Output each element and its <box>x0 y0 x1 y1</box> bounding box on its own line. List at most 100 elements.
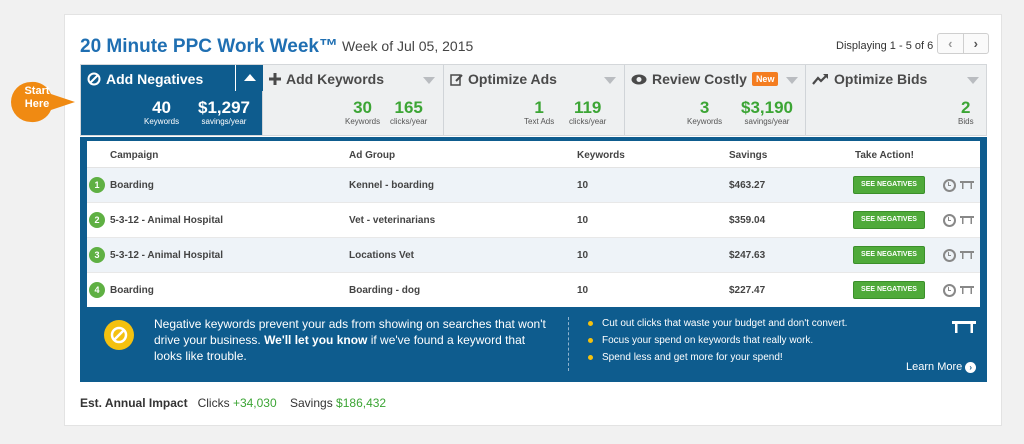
bench-icon <box>952 321 976 333</box>
edit-icon <box>450 73 463 86</box>
arrow-right-icon: › <box>965 362 977 373</box>
bench-icon[interactable] <box>960 216 974 224</box>
tab-label: Add Negatives <box>106 71 204 87</box>
chevron-up-icon <box>244 74 256 81</box>
savings-cell: $463.27 <box>729 180 766 191</box>
rank-badge: 1 <box>89 177 105 193</box>
bench-icon[interactable] <box>960 286 974 294</box>
stat-label: Keywords <box>345 117 381 126</box>
stat-value: 30 <box>353 98 373 117</box>
ad-group-cell: Locations Vet <box>349 250 415 261</box>
keywords-cell: 10 <box>577 215 589 226</box>
see-negatives-button[interactable]: SEE NEGATIVES <box>853 211 925 229</box>
chevron-down-icon[interactable] <box>967 77 979 84</box>
stat-value: $3,190 <box>741 98 793 117</box>
stat-value: 1 <box>534 98 544 117</box>
column-header: Take Action! <box>855 150 914 161</box>
tab-add-negatives[interactable]: Add Negatives 40 Keywords $1,297 savings… <box>81 65 263 135</box>
rank-badge: 4 <box>89 282 105 298</box>
chevron-down-icon[interactable] <box>604 77 616 84</box>
table-row: 4 Boarding Boarding - dog 10 $227.47 SEE… <box>87 273 980 308</box>
table-row: 2 5-3-12 - Animal Hospital Vet - veterin… <box>87 203 980 238</box>
clicks-label: Clicks <box>197 396 230 410</box>
bench-icon[interactable] <box>960 251 974 259</box>
tab-optimize-bids[interactable]: Optimize Bids 2 Bids <box>806 65 987 135</box>
negatives-table: Campaign Ad Group Keywords Savings Take … <box>87 141 980 308</box>
table-row: 1 Boarding Kennel - boarding 10 $463.27 … <box>87 168 980 203</box>
stat-value: $1,297 <box>198 98 250 117</box>
campaign-cell: Boarding <box>110 285 154 296</box>
savings-label: Savings <box>290 396 333 410</box>
tab-label: Add Keywords <box>286 71 385 87</box>
new-badge: New <box>751 72 779 86</box>
tab-label: Optimize Bids <box>834 71 928 87</box>
keywords-cell: 10 <box>577 285 589 296</box>
stat-label: savings/year <box>744 117 790 126</box>
page-title: 20 Minute PPC Work Week™ <box>80 36 338 57</box>
annual-impact: Est. Annual Impact Clicks +34,030 Saving… <box>80 396 386 410</box>
chevron-down-icon[interactable] <box>786 77 798 84</box>
see-negatives-button[interactable]: SEE NEGATIVES <box>853 281 925 299</box>
divider <box>568 317 569 371</box>
collapse-button[interactable] <box>235 65 263 91</box>
impact-label: Est. Annual Impact <box>80 396 188 410</box>
rank-badge: 2 <box>89 212 105 228</box>
tab-optimize-ads[interactable]: Optimize Ads 1 Text Ads 119 clicks/year <box>444 65 625 135</box>
pager: ‹ › <box>937 33 989 54</box>
negatives-panel: Campaign Ad Group Keywords Savings Take … <box>80 137 987 308</box>
table-header: Campaign Ad Group Keywords Savings Take … <box>87 141 980 168</box>
keywords-cell: 10 <box>577 250 589 261</box>
see-negatives-button[interactable]: SEE NEGATIVES <box>853 246 925 264</box>
clock-icon[interactable] <box>943 284 956 297</box>
keywords-cell: 10 <box>577 180 589 191</box>
ad-group-cell: Kennel - boarding <box>349 180 434 191</box>
task-tabs: Add Negatives 40 Keywords $1,297 savings… <box>80 64 987 136</box>
stat-label: clicks/year <box>390 117 428 126</box>
clock-icon[interactable] <box>943 214 956 227</box>
trend-icon <box>812 73 829 85</box>
savings-cell: $247.63 <box>729 250 766 261</box>
stat-value: 165 <box>394 98 423 117</box>
plus-icon <box>269 73 281 85</box>
pagination-status: Displaying 1 - 5 of 6 <box>836 40 934 52</box>
start-here-callout <box>11 81 75 123</box>
next-page-button[interactable]: › <box>973 36 978 51</box>
table-row: 3 5-3-12 - Animal Hospital Locations Vet… <box>87 238 980 273</box>
bench-icon[interactable] <box>960 181 974 189</box>
eye-icon <box>631 74 647 85</box>
info-panel: Negative keywords prevent your ads from … <box>80 307 987 382</box>
clock-icon[interactable] <box>943 249 956 262</box>
stat-label: savings/year <box>201 117 247 126</box>
stat-label: Text Ads <box>524 117 555 126</box>
stat-value: 40 <box>152 98 172 117</box>
no-icon <box>87 72 101 86</box>
start-here-label: Start Here <box>24 85 50 110</box>
savings-cell: $359.04 <box>729 215 766 226</box>
benefit-list: Cut out clicks that waste your budget an… <box>586 315 847 366</box>
column-header: Campaign <box>110 150 159 161</box>
chevron-down-icon[interactable] <box>423 77 435 84</box>
ad-group-cell: Boarding - dog <box>349 285 421 296</box>
clock-icon[interactable] <box>943 179 956 192</box>
tab-label: Optimize Ads <box>468 71 557 87</box>
campaign-cell: 5-3-12 - Animal Hospital <box>110 250 223 261</box>
prev-page-button[interactable]: ‹ <box>938 34 964 53</box>
tab-review-costly[interactable]: Review Costly New 3 Keywords $3,190 savi… <box>625 65 806 135</box>
column-header: Keywords <box>577 150 625 161</box>
savings-cell: $227.47 <box>729 285 766 296</box>
learn-more-link[interactable]: Learn More › <box>906 361 977 373</box>
list-item: Cut out clicks that waste your budget an… <box>586 315 847 332</box>
stat-value: 2 <box>961 98 971 117</box>
tab-label: Review Costly <box>652 71 747 87</box>
see-negatives-button[interactable]: SEE NEGATIVES <box>853 176 925 194</box>
ad-group-cell: Vet - veterinarians <box>349 215 436 226</box>
stat-value: 119 <box>573 98 602 117</box>
stat-label: clicks/year <box>569 117 607 126</box>
rank-badge: 3 <box>89 247 105 263</box>
stat-label: Keywords <box>687 117 723 126</box>
tab-add-keywords[interactable]: Add Keywords 30 Keywords 165 clicks/year <box>263 65 444 135</box>
list-item: Spend less and get more for your spend! <box>586 349 847 366</box>
campaign-cell: Boarding <box>110 180 154 191</box>
stat-label: Bids <box>958 117 974 126</box>
column-header: Ad Group <box>349 150 396 161</box>
